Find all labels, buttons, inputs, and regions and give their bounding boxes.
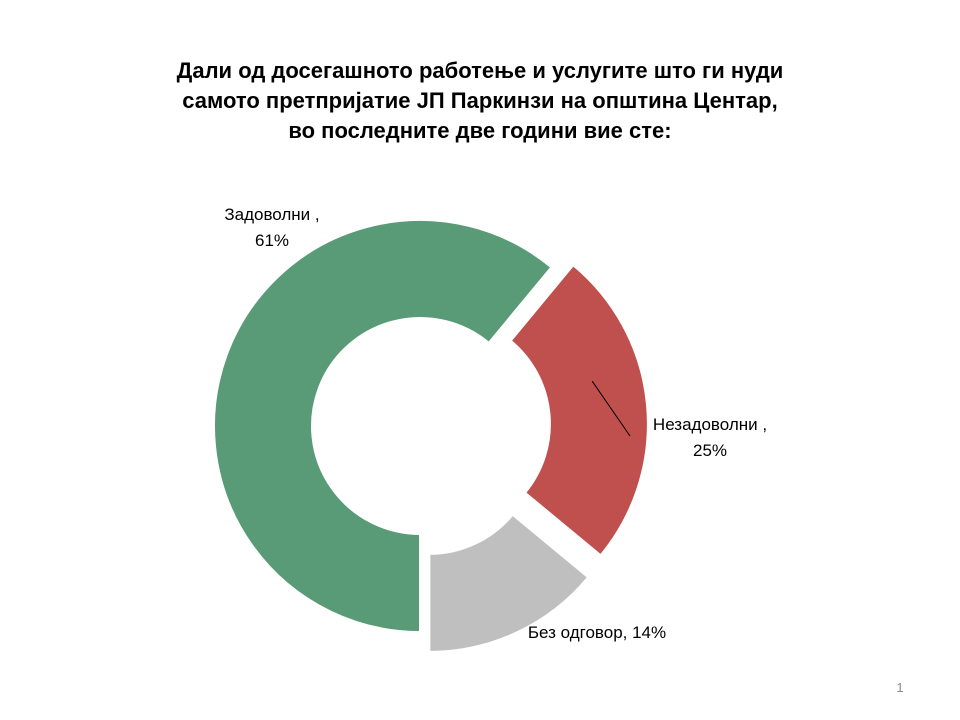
data-label-2-line-1: Незадоволни , [653,415,767,434]
leader-line-2 [591,380,631,437]
donut-slice-1 [213,219,553,634]
title-line-1: Дали од досегашното работење и услугите … [176,58,784,83]
title-line-3: во последните две години вие сте: [288,118,672,143]
donut-slice-2 [509,263,649,557]
data-label-2-line-2: 25% [693,441,727,460]
data-label-1-line-2: 61% [255,231,289,250]
chart-title: Дали од досегашното работење и услугите … [80,56,880,146]
donut-slice-3 [428,513,590,653]
data-label-3-line-1: Без одговор, 14% [528,623,666,642]
title-line-2: самото претпријатие ЈП Паркинзи на општи… [182,88,778,113]
page-number: 1 [896,680,904,695]
data-label-1-line-1: Задоволни , [224,205,319,224]
